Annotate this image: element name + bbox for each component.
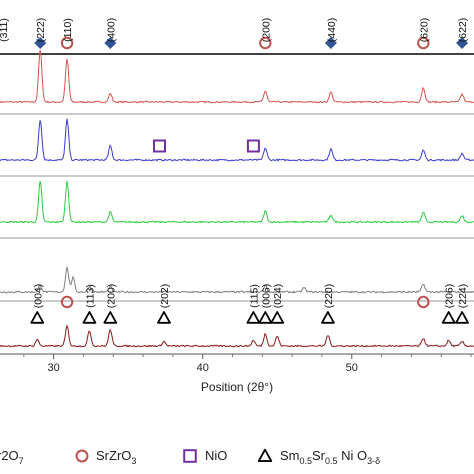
x-tick-label-40: 40 [197,362,209,374]
legend-label-part: 0.5 [300,456,313,466]
peak-label-top-3: (400) [105,18,117,43]
legend-label-part: 3-δ [367,456,380,466]
peak-label-bottom-4: (200) [105,284,117,309]
peak-marker-bottom-2 [60,295,74,309]
peak-label-bottom-5: (202) [159,284,171,309]
annotation-layer: (222) (110) (400) (200) (440) (620) (622) (311)… [0,18,469,324]
peak-marker-top-3 [104,37,117,49]
legend-marker-2 [75,449,89,463]
peak-marker-bottom-1 [30,311,45,324]
peak-marker-bottom-6 [246,311,261,324]
peak-label-bottom-3: (113) [84,284,96,308]
peak-label-top-7: (622) [457,18,469,43]
xrd-trace-4 [0,266,474,294]
peak-marker-bottom-12 [455,311,469,324]
legend-label-part: 0.5 [325,456,338,466]
legend-label-4: Sm0.5Sr0.5 Ni O3-δ [280,448,380,466]
xrd-trace-2 [0,118,474,162]
legend-marker-3 [183,449,197,463]
peak-label-top-6: (620) [418,18,430,43]
legend-label-1: r2O7 [0,448,24,466]
peak-marker-top-4 [259,36,272,50]
peak-marker-bottom-4 [103,311,118,324]
peak-label-bottom-7: (006) [260,284,272,309]
xrd-trace-5 [0,324,474,348]
x-axis-title: Position (2θ°) [201,380,273,394]
legend-label-base: r2O [0,448,19,463]
x-axis: 30 40 50 [23,354,472,374]
panel-borders [0,53,474,355]
legend-label-sub: 7 [19,456,24,466]
peak-marker-bottom-7 [258,311,273,324]
peak-label-top-8: (311) [0,18,10,42]
nio-marker-1 [152,139,166,153]
peak-marker-bottom-9 [321,311,335,324]
nio-marker-2 [246,139,260,153]
series-layer [0,49,474,348]
legend-label-2: SrZrO3 [96,448,136,466]
peak-marker-top-7 [456,37,469,49]
x-tick-label-30: 30 [48,362,60,374]
peak-label-bottom-12: (224) [457,284,469,309]
legend-label-sub: 3 [131,456,136,466]
legend-label-part: Sr [312,448,326,463]
peak-label-bottom-11: (206) [444,284,456,309]
peak-marker-top-5 [324,37,337,49]
legend-label-3: NiO [205,448,227,463]
peak-label-top-2: (110) [62,18,74,42]
x-tick-label-50: 50 [346,362,358,374]
peak-label-top-5: (440) [326,18,338,43]
legend-label-base: NiO [205,448,227,463]
legend-marker-4 [257,448,273,462]
peak-marker-bottom-5 [157,311,171,324]
legend-label-part: Sm [280,448,300,463]
xrd-trace-3 [0,180,474,224]
peak-label-bottom-8: (024) [272,284,284,309]
peak-label-top-1: (222) [35,18,47,43]
legend-label-base: SrZrO [96,448,131,463]
peak-label-bottom-1: (004) [32,284,44,309]
peak-marker-top-1 [34,37,47,49]
peak-marker-bottom-8 [270,311,285,324]
peak-marker-bottom-11 [441,311,456,324]
xrd-trace-1 [0,49,474,104]
peak-label-bottom-6: (115) [248,284,260,308]
peak-marker-top-6 [417,36,430,50]
peak-marker-bottom-3 [82,311,97,324]
legend: r2O7SrZrO3NiOSm0.5Sr0.5 Ni O3-δ [0,448,380,466]
peak-label-bottom-9: (220) [323,284,335,309]
legend-label-part: Ni O [338,448,368,463]
peak-label-top-4: (200) [260,18,272,43]
peak-marker-top-2 [60,36,74,50]
peak-marker-bottom-10 [417,295,430,309]
